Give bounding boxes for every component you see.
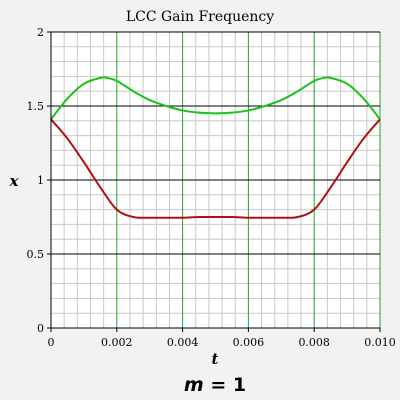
- y-tick-label: 0: [37, 322, 44, 335]
- x-tick-label: 0.010: [364, 336, 396, 349]
- x-tick-label: 0.008: [298, 336, 330, 349]
- y-tick-label: 1: [37, 174, 44, 187]
- caption-value: = 1: [204, 374, 246, 396]
- caption-variable: m: [184, 374, 204, 396]
- series-line-2: [50, 118, 381, 219]
- y-tick-label: 1.5: [27, 100, 45, 113]
- series-layer: [50, 76, 381, 219]
- axes-layer: [47, 31, 381, 332]
- y-tick-labels: 0 0.5 1 1.5 2: [27, 26, 45, 335]
- y-axis-label: x: [9, 172, 20, 190]
- x-tick-label: 0.006: [233, 336, 265, 349]
- x-axis-label: t: [212, 350, 219, 368]
- chart-title: LCC Gain Frequency: [126, 9, 274, 25]
- y-tick-label: 0.5: [27, 248, 45, 261]
- series-line-1: [50, 76, 381, 120]
- x-tick-label: 0.002: [101, 336, 133, 349]
- y-tick-label: 2: [37, 26, 44, 39]
- caption: m = 1: [184, 374, 246, 396]
- x-tick-label: 0: [48, 336, 55, 349]
- x-tick-label: 0.004: [167, 336, 199, 349]
- x-tick-labels: 0 0.002 0.004 0.006 0.008 0.010: [48, 336, 396, 349]
